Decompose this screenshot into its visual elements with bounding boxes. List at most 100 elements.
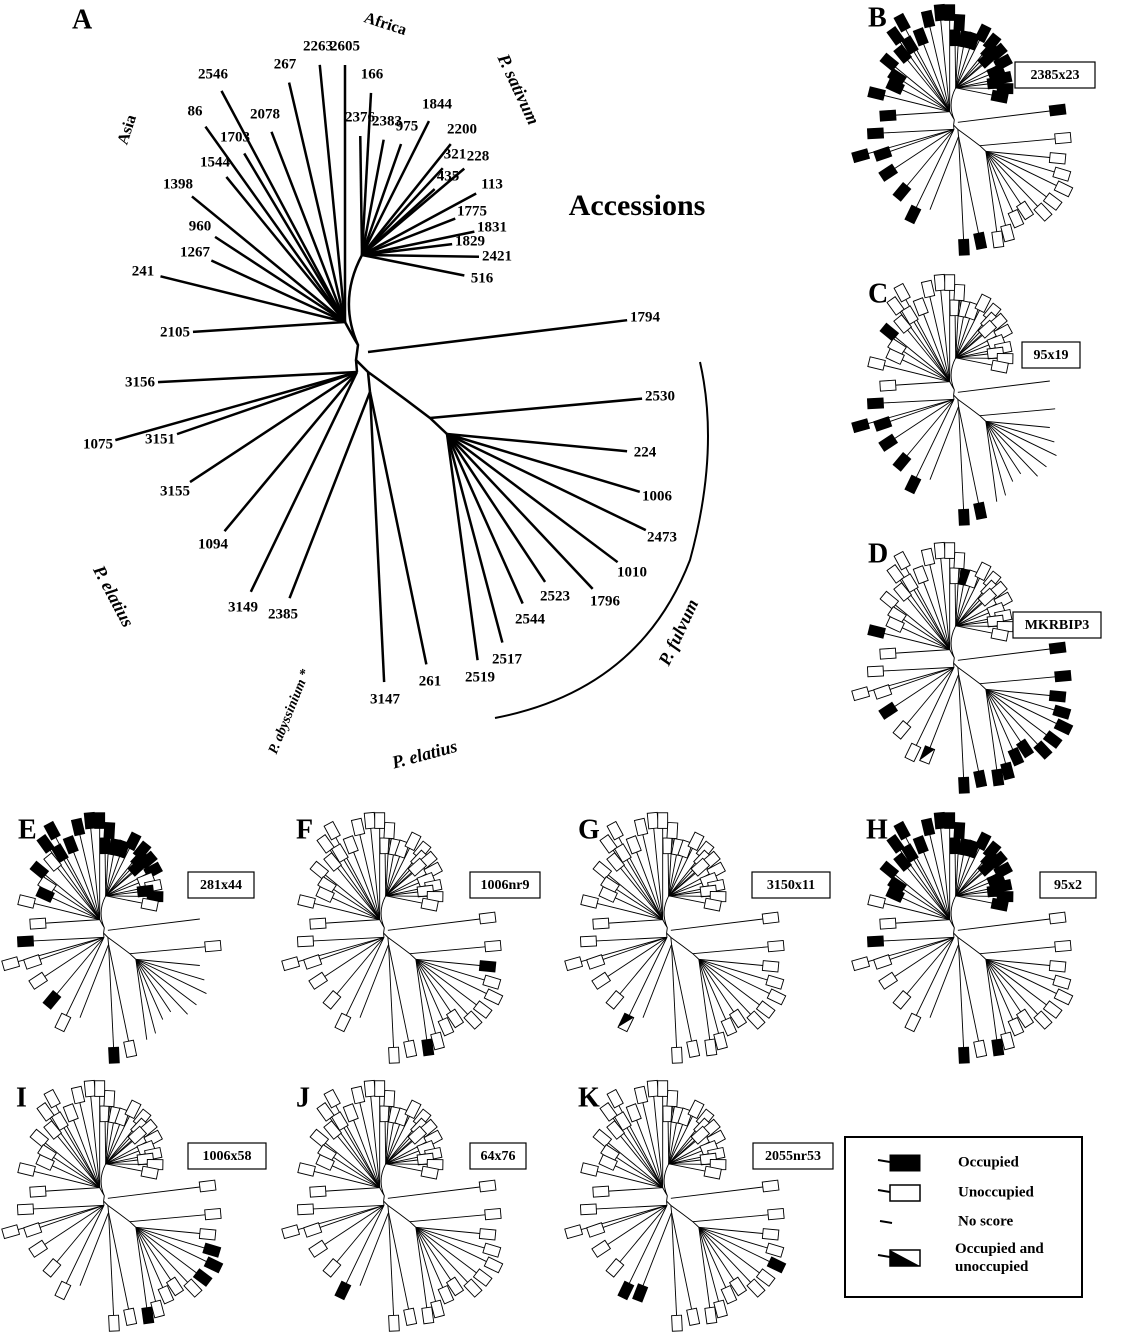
branch (33, 1204, 104, 1210)
state-box (901, 843, 919, 863)
state-box (580, 1162, 599, 1177)
state-box (202, 1242, 222, 1258)
leaf-label: 2530 (645, 388, 675, 404)
branch (907, 59, 951, 112)
state-box (761, 1179, 780, 1193)
branch (985, 151, 1007, 226)
state-box (879, 647, 897, 660)
leaf-label: 1794 (630, 309, 661, 325)
branch (445, 433, 479, 661)
branch (135, 1227, 188, 1283)
state-box (308, 971, 329, 990)
branch (668, 1124, 684, 1164)
branch (979, 138, 1056, 147)
branch (698, 958, 768, 981)
branch (884, 902, 950, 921)
branch (698, 1227, 711, 1308)
state-box (29, 1128, 50, 1148)
internal-branches (99, 895, 137, 960)
state-box (728, 1276, 748, 1297)
state-box (16, 935, 35, 948)
leaf-label: 2383 (372, 113, 402, 129)
branch (615, 1165, 663, 1189)
branch (225, 176, 346, 323)
branch (160, 275, 346, 324)
branch (105, 1159, 138, 1165)
state-box (437, 1284, 455, 1305)
leaf-label: 2517 (492, 651, 523, 667)
leaf-label: 86 (188, 103, 204, 119)
state-half (919, 745, 935, 761)
state-box (484, 1207, 502, 1221)
branch (619, 1205, 668, 1263)
branch (73, 851, 101, 920)
state-box (1007, 1016, 1025, 1037)
state-box (892, 182, 912, 202)
state-box (309, 1185, 327, 1198)
branch (385, 1122, 394, 1164)
branch (955, 318, 971, 358)
branch (985, 959, 1014, 1020)
branch (958, 406, 980, 504)
state-box (1052, 974, 1072, 990)
legend-label: No score (958, 1213, 1013, 1229)
branch (698, 1227, 760, 1274)
branch (608, 874, 663, 920)
branch (370, 1096, 381, 1188)
branch (985, 151, 1047, 198)
branch (955, 586, 971, 626)
state-box (671, 1046, 683, 1064)
branch (955, 895, 998, 897)
branch (415, 1226, 487, 1262)
state-box (958, 508, 970, 526)
branch (415, 1226, 480, 1234)
region-label: P. abyssinium * (266, 667, 314, 757)
branch (345, 937, 385, 1016)
state-box (36, 834, 55, 854)
leaf-label: 435 (437, 168, 460, 184)
branch (607, 936, 668, 977)
state-box (944, 4, 956, 21)
state-box (62, 1103, 79, 1123)
state-box (866, 665, 885, 678)
state-box (901, 305, 919, 325)
state-box (42, 990, 62, 1010)
state-box (893, 282, 911, 303)
branch (105, 895, 148, 897)
state-box (54, 1012, 72, 1033)
state-box (879, 322, 900, 342)
state-box (866, 127, 885, 140)
branch (34, 902, 100, 921)
branch (415, 958, 487, 994)
panel-letter: I (16, 1082, 27, 1113)
marker-box (1014, 61, 1096, 89)
branch (955, 872, 982, 897)
branch (636, 851, 664, 920)
marker-label: 64x76 (481, 1149, 516, 1164)
branch (955, 854, 964, 896)
state-box (886, 834, 905, 854)
state-box (331, 843, 349, 863)
branch (387, 1186, 480, 1199)
branch (63, 859, 101, 920)
state-box (472, 1000, 493, 1019)
branch (642, 834, 664, 920)
state-box (388, 1046, 400, 1064)
branch (957, 648, 1050, 661)
state-box (404, 831, 422, 852)
branch (671, 1212, 693, 1310)
branch (985, 689, 1022, 743)
branch (57, 1135, 101, 1188)
branch (107, 918, 200, 931)
branch (940, 290, 951, 382)
state-box (430, 1031, 445, 1051)
mini-tree (281, 1079, 504, 1332)
branch (883, 936, 954, 942)
leaf-label: 2546 (198, 66, 229, 82)
state-box (478, 1228, 497, 1241)
branch (105, 1150, 139, 1165)
branch (985, 421, 998, 502)
branch (415, 959, 477, 1006)
state-box (1048, 960, 1067, 973)
